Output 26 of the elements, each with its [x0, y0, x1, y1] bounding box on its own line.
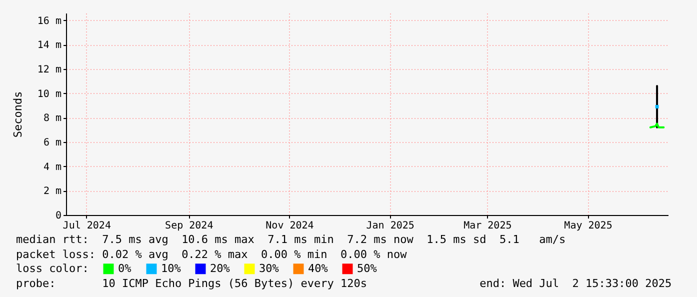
- x-tick-label: Mar 2025: [464, 220, 512, 232]
- x-tick-label: Sep 2024: [165, 220, 214, 232]
- legend-label: 30%: [259, 262, 280, 275]
- legend-label: 10%: [161, 262, 182, 275]
- y-tick-label: 12 m: [37, 64, 62, 76]
- legend-label: 50%: [357, 262, 378, 275]
- x-tick-label: Nov 2024: [266, 220, 314, 232]
- y-tick-label: 2 m: [43, 186, 62, 198]
- text: packet loss: 0.02 % avg 0.22 % max 0.00 % min 0.00 % now: [16, 248, 407, 261]
- y-tick-label: 8 m: [43, 113, 62, 124]
- x-tick-label: Jul 2024: [62, 220, 111, 232]
- x-tick-label: Jan 2025: [366, 220, 414, 232]
- text: probe: 10 ICMP Echo Pings (56 Bytes) every 120s end: Wed Jul 2 15:33:00 2025: [16, 277, 672, 290]
- x-tick-label: May 2025: [564, 220, 612, 232]
- legend-label: 40%: [308, 262, 328, 275]
- legend-label: 0%: [118, 262, 132, 275]
- y-tick-label: 4 m: [43, 162, 62, 173]
- text: median rtt: 7.5 ms avg 10.6 ms max 7.1 ms min 7.2 ms now 1.5 ms sd 5.1 am/s: [16, 233, 566, 246]
- y-tick-label: 6 m: [43, 137, 62, 148]
- y-axis-title: Seconds: [11, 91, 24, 138]
- y-tick-label: 14 m: [37, 40, 62, 52]
- legend-label: 20%: [210, 262, 230, 275]
- y-tick-label: 16 m: [37, 16, 62, 27]
- y-tick-label: 10 m: [37, 88, 62, 100]
- legend-title: loss color:: [16, 262, 89, 275]
- y-tick-label: 0: [55, 210, 62, 222]
